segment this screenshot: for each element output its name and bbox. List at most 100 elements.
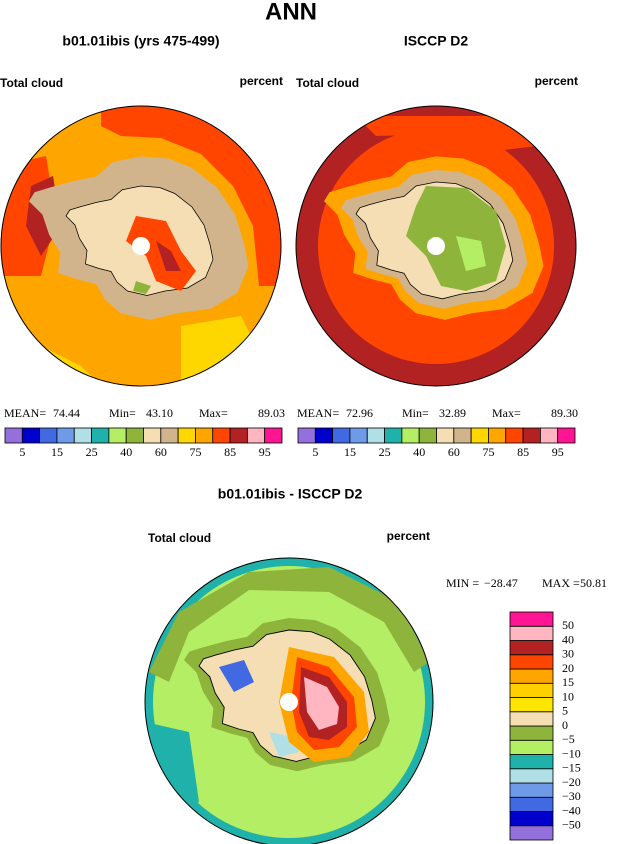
colorbar-label: −40: [562, 803, 581, 817]
colorbar-box: [91, 427, 110, 444]
colorbar-box: [212, 427, 231, 444]
colorbar-box: [177, 427, 196, 444]
colorbar-label: −10: [562, 746, 581, 760]
colorbar-box: [509, 754, 554, 770]
colorbar-box: [509, 825, 554, 841]
colorbar-box: [509, 811, 554, 827]
colorbar-box: [453, 427, 472, 444]
colorbar-label: 85: [517, 445, 529, 459]
colorbar-box: [384, 427, 403, 444]
colorbar-box: [366, 427, 385, 444]
colorbar-label: 0: [562, 718, 568, 732]
colorbar-box: [39, 427, 58, 444]
colorbar-box: [349, 427, 368, 444]
stat-label: MIN =: [446, 576, 479, 590]
colorbar-label: 15: [51, 445, 63, 459]
colorbar-box: [297, 427, 316, 444]
polar-map: [295, 105, 577, 387]
colorbar-box: [160, 427, 179, 444]
panel-title: b01.01ibis - ISCCP D2: [218, 486, 363, 502]
colorbar-box: [4, 427, 23, 444]
panel-title: b01.01ibis (yrs 475-499): [62, 33, 219, 49]
stat-label: Max=: [199, 406, 228, 420]
colorbar-label: 10: [562, 689, 574, 703]
colorbar-label: −50: [562, 818, 581, 832]
colorbar-box: [488, 427, 507, 444]
colorbar-box: [332, 427, 351, 444]
left-label: Total cloud: [296, 76, 359, 90]
colorbar-label: 25: [86, 445, 98, 459]
colorbar-box: [509, 654, 554, 670]
colorbar-label: 60: [448, 445, 460, 459]
colorbar-box: [509, 768, 554, 784]
colorbar-label: 40: [413, 445, 425, 459]
colorbar-label: 15: [562, 675, 574, 689]
stat-value: 89.30: [551, 406, 578, 420]
stat-value: 89.03: [258, 406, 285, 420]
stat-label: Max=: [492, 406, 521, 420]
colorbar-box: [229, 427, 248, 444]
stat-label: Min=: [109, 406, 136, 420]
colorbar-label: 5: [312, 445, 318, 459]
colorbar-box: [505, 427, 524, 444]
colorbar-box: [470, 427, 489, 444]
colorbar-box: [509, 739, 554, 755]
colorbar-box: [509, 611, 554, 627]
colorbar-label: 15: [344, 445, 356, 459]
colorbar-box: [509, 682, 554, 698]
colorbar-label: 95: [552, 445, 564, 459]
colorbar-box: [509, 711, 554, 727]
panel-title: ISCCP D2: [404, 33, 469, 49]
colorbar-box: [522, 427, 541, 444]
colorbar-label: −15: [562, 761, 581, 775]
stat-value: −28.47: [484, 576, 518, 590]
colorbar-box: [509, 625, 554, 641]
colorbar-box: [509, 796, 554, 812]
colorbar-box: [509, 668, 554, 684]
colorbar-label: 30: [562, 647, 574, 661]
stat-label: MAX =: [542, 576, 580, 590]
colorbar-box: [56, 427, 75, 444]
colorbar-label: 75: [482, 445, 494, 459]
colorbar-box: [73, 427, 92, 444]
colorbar-label: −5: [562, 732, 575, 746]
polar-map: [144, 557, 434, 844]
colorbar-box: [143, 427, 162, 444]
colorbar-box: [557, 427, 576, 444]
colorbar-box: [195, 427, 214, 444]
colorbar-box: [509, 697, 554, 713]
colorbar-box: [539, 427, 559, 444]
colorbar-box: [21, 427, 41, 444]
stat-value: 74.44: [53, 406, 80, 420]
stat-value: 32.89: [439, 406, 466, 420]
figure-title: ANN: [265, 0, 317, 25]
left-label: Total cloud: [0, 76, 63, 90]
colorbar-label: 95: [259, 445, 271, 459]
colorbar-label: 20: [562, 661, 574, 675]
colorbar-box: [436, 427, 455, 444]
stat-value: 43.10: [146, 406, 173, 420]
colorbar-box: [108, 427, 127, 444]
colorbar-label: 40: [120, 445, 132, 459]
right-label: percent: [240, 74, 283, 88]
right-label: percent: [535, 74, 578, 88]
colorbar-label: −30: [562, 789, 581, 803]
colorbar-box: [314, 427, 334, 444]
colorbar-label: −20: [562, 775, 581, 789]
colorbar-label: 40: [562, 632, 574, 646]
colorbar-label: 60: [155, 445, 167, 459]
colorbar-label: 50: [562, 618, 574, 632]
stat-label: MEAN=: [4, 406, 46, 420]
colorbar-box: [509, 725, 554, 741]
colorbar-label: 5: [19, 445, 25, 459]
stat-value: 72.96: [346, 406, 373, 420]
colorbar-box: [509, 640, 554, 656]
colorbar-label: 25: [379, 445, 391, 459]
colorbar-box: [418, 427, 437, 444]
polar-map: [0, 105, 282, 387]
colorbar-box: [509, 782, 554, 798]
left-label: Total cloud: [148, 531, 211, 545]
stat-label: MEAN=: [297, 406, 339, 420]
colorbar-label: 5: [562, 704, 568, 718]
